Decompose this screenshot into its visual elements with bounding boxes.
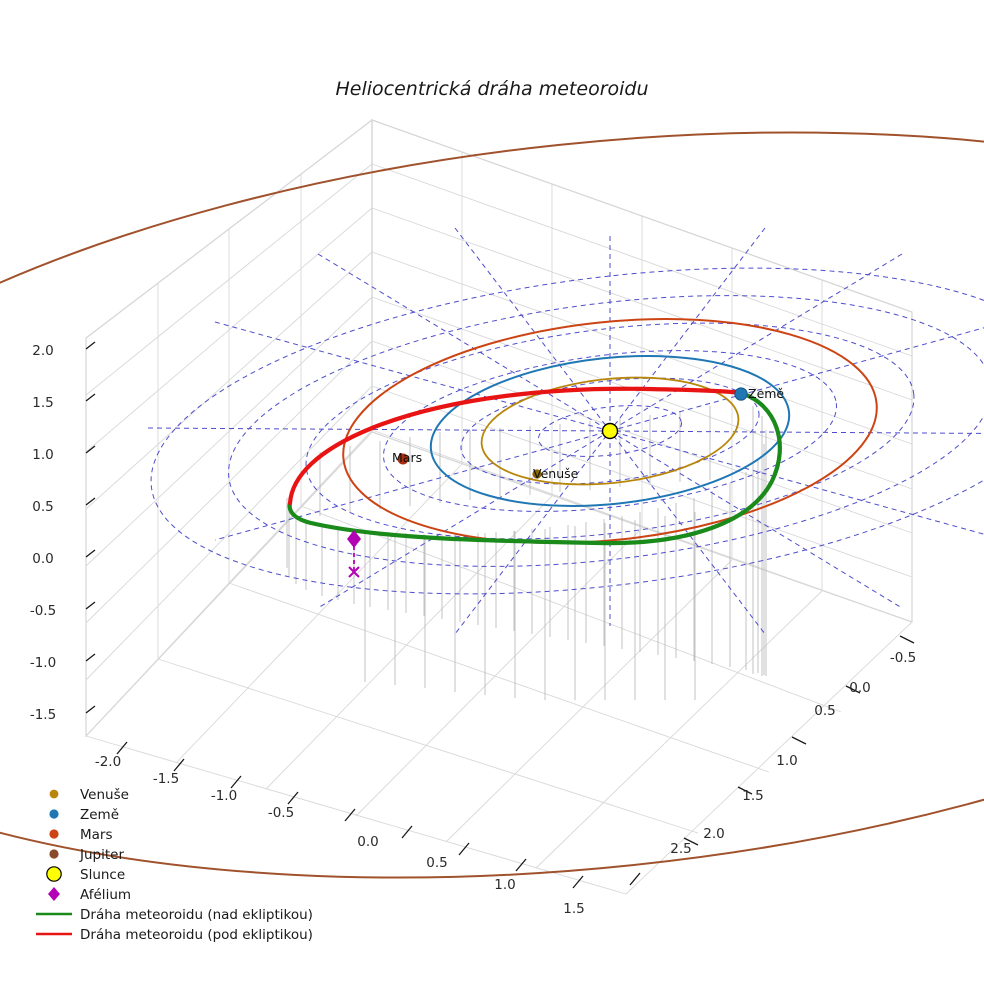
legend-item-venuse[interactable]: Venuše [49, 787, 129, 803]
aphelion-swatch-icon [48, 887, 60, 901]
z-tick-4: 0.0 [32, 551, 53, 567]
mars-marker [397, 453, 409, 465]
mars-swatch-icon [49, 829, 59, 839]
y-tick-0: -0.5 [890, 650, 916, 666]
orbit-venus [480, 376, 740, 486]
venus-marker [532, 469, 542, 479]
legend-label-afelium: Afélium [80, 887, 131, 903]
aphelion-marker [347, 530, 361, 548]
meteoroid-orbit-above-ecliptic [287, 390, 782, 546]
x-tick-3: -0.5 [268, 805, 294, 821]
x-tick-5: 0.5 [426, 855, 447, 871]
z-tick-7: -1.5 [30, 707, 56, 723]
x-tick-7: 1.5 [563, 901, 584, 917]
z-tick-3: 0.5 [32, 499, 53, 515]
legend-label-slunce: Slunce [80, 867, 125, 883]
x-tick-4: 0.0 [357, 834, 378, 850]
planet-orbits [0, 131, 984, 879]
z-tick-6: -1.0 [30, 655, 56, 671]
venus-swatch-icon [49, 789, 59, 799]
sun-swatch-icon [46, 866, 62, 882]
axis-tick-labels: 2.0 1.5 1.0 0.5 0.0 -0.5 -1.0 -1.5 -2.0 … [30, 343, 916, 917]
y-tick-3: 1.0 [776, 753, 797, 769]
axis-ticks [85, 341, 915, 889]
z-axis-ticks [85, 341, 96, 714]
legend-item-jupiter[interactable]: Jupiter [49, 847, 124, 863]
x-tick-0: -2.0 [95, 754, 121, 770]
y-tick-2: 0.5 [814, 703, 835, 719]
label-zeme: Země [748, 386, 784, 401]
legend-label-venuse: Venuše [80, 787, 129, 803]
legend-item-orbit-below[interactable]: Dráha meteoroidu (pod ekliptikou) [36, 927, 313, 943]
x-tick-2: -1.0 [211, 788, 237, 804]
x-tick-6: 1.0 [494, 877, 515, 893]
axes-pane-grid [85, 118, 913, 895]
meteoroid-orbit [287, 386, 782, 546]
earth-swatch-icon [49, 809, 59, 819]
polar-grid [147, 227, 984, 635]
y-tick-4: 1.5 [742, 788, 763, 804]
jupiter-swatch-icon [49, 849, 59, 859]
label-mars: Mars [392, 450, 422, 465]
legend-item-afelium[interactable]: Afélium [48, 887, 131, 903]
page-title: Heliocentrická dráha meteoroidu [335, 78, 648, 100]
x-tick-8: 2.0 [703, 826, 724, 842]
y-axis-ticks [683, 635, 915, 846]
legend-item-orbit-above[interactable]: Dráha meteoroidu (nad ekliptikou) [36, 907, 313, 923]
orbit-earth [429, 355, 791, 507]
legend-item-slunce[interactable]: Slunce [46, 866, 125, 883]
label-venuse: Venuše [533, 466, 579, 481]
body-markers [347, 387, 748, 578]
orbit-mars [342, 318, 878, 544]
z-tick-1: 1.5 [32, 395, 53, 411]
x-tick-1: -1.5 [153, 771, 179, 787]
aphelion-footprint-x [348, 566, 360, 578]
orbit-jupiter [0, 131, 984, 879]
earth-marker [734, 387, 748, 401]
body-labels: Mars Venuše Země [392, 386, 784, 481]
legend: Venuše Země Mars Jupiter [36, 787, 313, 943]
legend-item-mars[interactable]: Mars [49, 827, 113, 843]
legend-label-orbit-below: Dráha meteoroidu (pod ekliptikou) [80, 927, 313, 943]
x-axis-ticks [116, 741, 641, 889]
legend-label-zeme: Země [80, 807, 119, 823]
z-tick-2: 1.0 [32, 447, 53, 463]
z-tick-0: 2.0 [32, 343, 53, 359]
meteoroid-orbit-below-ecliptic [287, 386, 744, 506]
legend-label-jupiter: Jupiter [79, 847, 124, 863]
z-tick-5: -0.5 [30, 603, 56, 619]
sun-marker [601, 422, 619, 440]
orbit-dropline-stems [286, 406, 767, 700]
y-tick-1: 0.0 [849, 680, 870, 696]
legend-item-zeme[interactable]: Země [49, 807, 119, 823]
legend-label-mars: Mars [80, 827, 113, 843]
x-tick-9: 2.5 [670, 841, 691, 857]
legend-label-orbit-above: Dráha meteoroidu (nad ekliptikou) [80, 907, 313, 923]
